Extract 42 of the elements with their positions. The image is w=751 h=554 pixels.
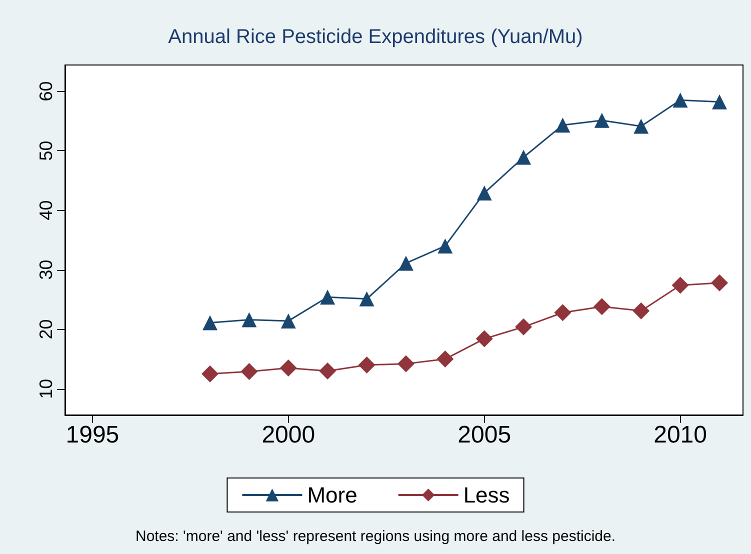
point [398, 256, 414, 271]
point [202, 315, 218, 330]
point [319, 362, 336, 380]
y-tick-label: 30 [36, 260, 56, 280]
point [672, 92, 688, 108]
y-tick-label: 10 [36, 378, 56, 399]
point [515, 318, 532, 336]
point [202, 365, 219, 382]
x-tick-label: 1995 [66, 422, 120, 448]
point [397, 355, 414, 372]
point [555, 118, 570, 133]
y-tick-label: 60 [36, 81, 56, 102]
chart-title: Annual Rice Pesticide Expenditures (Yuan/Mu) [168, 26, 583, 48]
text: Notes: 'more' and 'less' represent regions using more and less pesticide. [135, 528, 616, 545]
point [320, 290, 336, 305]
point [358, 356, 376, 374]
y-tick-label: 50 [36, 140, 56, 161]
point [712, 94, 727, 110]
point [476, 330, 493, 348]
point [436, 350, 454, 368]
point [632, 302, 650, 320]
point [634, 118, 649, 134]
point [710, 274, 728, 292]
y-tick-label: 40 [36, 200, 56, 220]
point [242, 312, 257, 328]
legend-label: More [307, 482, 358, 508]
point [280, 359, 297, 376]
x-tick-label: 2010 [654, 422, 707, 448]
point [240, 363, 258, 380]
point [594, 112, 610, 128]
point [554, 304, 572, 322]
point [516, 150, 532, 165]
point [438, 238, 453, 254]
x-tick-label: 2000 [262, 422, 316, 448]
point [280, 313, 296, 328]
point [593, 298, 610, 316]
point [359, 291, 374, 306]
point [476, 185, 492, 200]
x-tick-label: 2005 [458, 422, 512, 448]
y-tick-label: 20 [36, 319, 56, 340]
legend-label: Less [463, 482, 510, 508]
point [672, 276, 689, 294]
